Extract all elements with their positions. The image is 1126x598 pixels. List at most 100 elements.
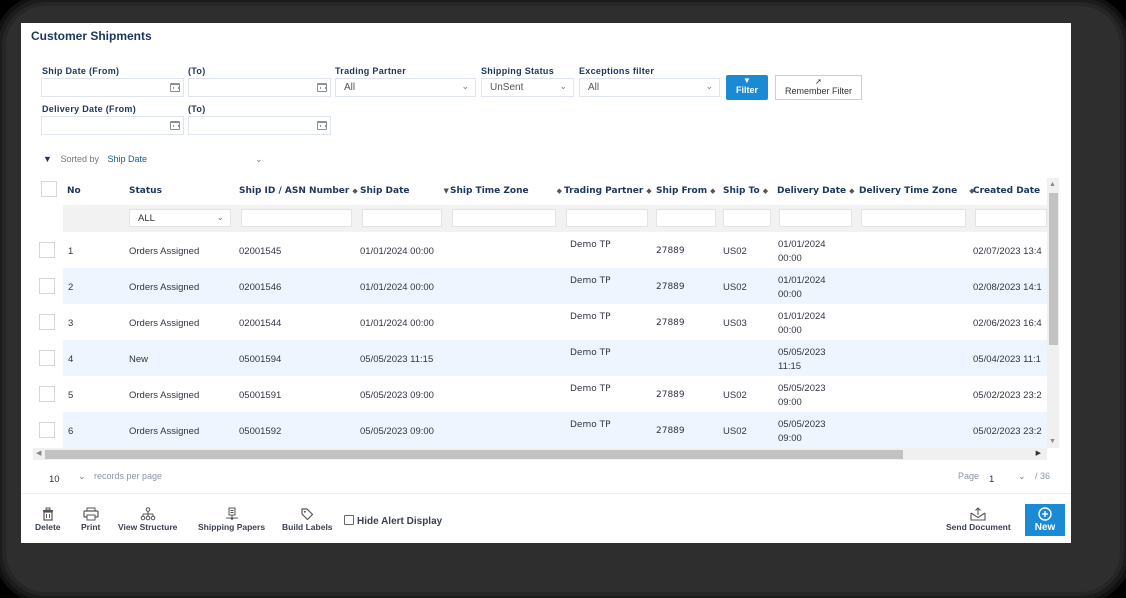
new-button[interactable]: New [1025, 504, 1065, 536]
delete-button[interactable]: Delete [35, 507, 61, 532]
cell-ship-date: 05/05/2023 11:15 [360, 354, 434, 365]
chevron-down-icon: ⌄ [216, 212, 224, 222]
column-filter-row: ALL ⌄ [63, 205, 1047, 232]
cell-trading-partner: Demo TP [570, 348, 611, 358]
delivery-time-zone-filter-input[interactable] [861, 209, 966, 227]
col-ship-from[interactable]: Ship From ◆ [656, 186, 716, 196]
cell-trading-partner: Demo TP [570, 276, 611, 286]
cell-status: Orders Assigned [129, 390, 200, 401]
cell-ship-id: 02001546 [239, 282, 282, 293]
exceptions-filter-select[interactable]: All ⌄ [579, 78, 720, 97]
table-row[interactable]: 5 Orders Assigned 05001591 05/05/2023 09… [33, 376, 1047, 412]
col-ship-date[interactable]: Ship Date ▼ [360, 186, 449, 196]
col-ship-time-zone[interactable]: Ship Time Zone ◆ [450, 186, 562, 196]
scroll-left-icon[interactable]: ◀ [36, 450, 42, 457]
cell-trading-partner: Demo TP [570, 384, 611, 394]
document-network-icon [225, 507, 238, 520]
ship-date-from-label: Ship Date (From) [42, 66, 120, 76]
chevron-down-icon[interactable]: ⌄ [1018, 471, 1026, 481]
sort-icon: ◆ [969, 187, 975, 195]
cell-no: 6 [68, 426, 74, 437]
cell-ship-to: US03 [723, 318, 747, 329]
ship-date-to-input[interactable] [188, 78, 331, 97]
exceptions-filter-label: Exceptions filter [579, 66, 655, 76]
col-trading-partner[interactable]: Trading Partner ◆ [564, 186, 652, 196]
sort-value[interactable]: Ship Date [107, 154, 148, 164]
remember-filter-button[interactable]: ➚ Remember Filter [775, 75, 862, 100]
cell-ship-from: 27889 [656, 390, 685, 400]
ship-time-zone-filter-input[interactable] [452, 209, 556, 227]
hide-alert-display-checkbox[interactable]: Hide Alert Display [344, 515, 442, 527]
row-checkbox[interactable] [39, 314, 55, 330]
scroll-thumb[interactable] [1049, 193, 1058, 345]
tag-icon [301, 508, 314, 521]
vertical-scrollbar[interactable]: ▲ ▼ [1047, 178, 1059, 448]
send-document-button[interactable]: Send Document [946, 507, 1011, 532]
cell-ship-from: 27889 [656, 318, 685, 328]
records-per-page-select[interactable]: 10 [49, 474, 60, 485]
print-button[interactable]: Print [81, 507, 100, 532]
scroll-down-icon[interactable]: ▼ [1049, 438, 1056, 445]
records-per-page-label: records per page [94, 471, 163, 481]
cell-ship-from: 27889 [656, 246, 685, 256]
table-row[interactable]: 3 Orders Assigned 02001544 01/01/2024 00… [33, 304, 1047, 340]
created-date-filter-input[interactable] [975, 209, 1047, 227]
row-checkbox[interactable] [39, 350, 55, 366]
ship-to-filter-input[interactable] [723, 209, 771, 227]
cell-trading-partner: Demo TP [570, 420, 611, 430]
cell-no: 3 [68, 318, 74, 329]
delivery-date-filter-input[interactable] [779, 209, 852, 227]
col-ship-to[interactable]: Ship To ◆ [723, 186, 769, 196]
scroll-up-icon[interactable]: ▲ [1049, 181, 1056, 188]
cell-ship-to: US02 [723, 426, 747, 437]
view-structure-button[interactable]: View Structure [118, 507, 177, 532]
row-checkbox[interactable] [39, 242, 55, 258]
calendar-icon[interactable] [317, 83, 327, 92]
shipping-papers-button[interactable]: Shipping Papers [198, 507, 265, 532]
ship-from-filter-input[interactable] [656, 209, 716, 227]
trading-partner-label: Trading Partner [335, 66, 407, 76]
col-delivery-time-zone[interactable]: Delivery Time Zone ◆ [859, 186, 975, 196]
col-delivery-date[interactable]: Delivery Date ◆ [777, 186, 855, 196]
sort-icon: ◆ [762, 187, 769, 195]
select-all-checkbox[interactable] [41, 181, 57, 197]
filter-button[interactable]: ▼ Filter [726, 75, 768, 100]
cell-ship-to: US02 [723, 246, 747, 257]
row-checkbox[interactable] [39, 278, 55, 294]
build-labels-button[interactable]: Build Labels [282, 507, 333, 532]
chevron-down-icon: ⌄ [559, 81, 567, 91]
scroll-right-icon[interactable]: ▶ [1035, 450, 1041, 457]
shipping-status-select[interactable]: UnSent ⌄ [481, 78, 574, 97]
row-checkbox[interactable] [39, 386, 55, 402]
pagination-bar: 10 ⌄ records per page Page 1 ⌄ / 36 [21, 464, 1071, 494]
calendar-icon[interactable] [317, 121, 327, 130]
chevron-down-icon[interactable]: ⌄ [78, 471, 86, 481]
pin-icon: ➚ [815, 77, 822, 86]
table-row[interactable]: 4 New 05001594 05/05/2023 11:15 Demo TP … [33, 340, 1047, 376]
ship-date-from-input[interactable] [41, 78, 184, 97]
table-row[interactable]: 1 Orders Assigned 02001545 01/01/2024 00… [33, 232, 1047, 268]
ship-date-filter-input[interactable] [362, 209, 442, 227]
calendar-icon[interactable] [170, 121, 180, 130]
calendar-icon[interactable] [170, 83, 180, 92]
hierarchy-icon [140, 507, 155, 521]
cell-trading-partner: Demo TP [570, 240, 611, 250]
cell-delivery-date: 01/01/2024 00:00 [778, 239, 826, 264]
delivery-date-from-input[interactable] [41, 116, 184, 135]
sort-icon: ◆ [849, 187, 855, 195]
table-row[interactable]: 6 Orders Assigned 05001592 05/05/2023 09… [33, 412, 1047, 448]
page-select[interactable]: 1 [989, 474, 995, 485]
delivery-date-to-input[interactable] [188, 116, 331, 135]
checkbox-icon[interactable] [344, 515, 354, 525]
status-filter-select[interactable]: ALL ⌄ [129, 209, 231, 227]
table-row[interactable]: 2 Orders Assigned 02001546 01/01/2024 00… [33, 268, 1047, 304]
trading-partner-filter-input[interactable] [566, 209, 648, 227]
horizontal-scrollbar[interactable]: ◀ ▶ [33, 448, 1047, 460]
ship-id-filter-input[interactable] [241, 209, 352, 227]
scroll-thumb[interactable] [45, 450, 903, 459]
send-envelope-icon [970, 507, 986, 521]
sort-control[interactable]: ▼ Sorted by Ship Date ⌄ [43, 154, 263, 164]
col-ship-id[interactable]: Ship ID / ASN Number ◆ [239, 186, 358, 196]
row-checkbox[interactable] [39, 422, 55, 438]
trading-partner-select[interactable]: All ⌄ [335, 78, 476, 97]
